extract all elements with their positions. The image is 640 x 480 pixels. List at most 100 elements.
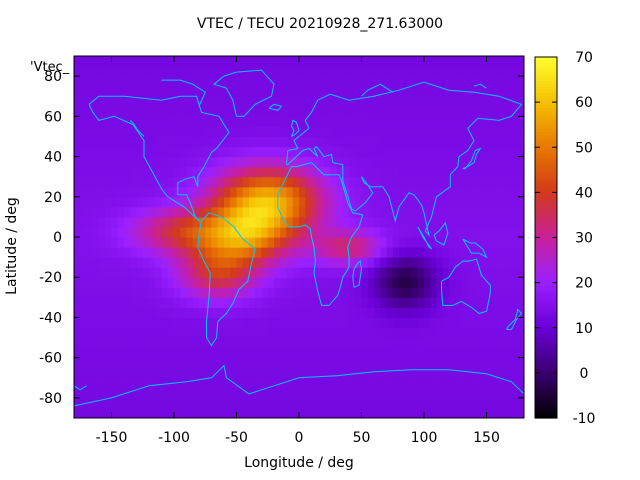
heatmap-cell bbox=[499, 357, 506, 369]
heatmap-cell bbox=[205, 367, 213, 379]
heatmap-cell bbox=[367, 237, 375, 248]
heatmap-cell bbox=[311, 156, 319, 168]
heatmap-cell bbox=[349, 327, 356, 339]
heatmap-cell bbox=[261, 277, 269, 288]
heatmap-cell bbox=[505, 196, 513, 208]
heatmap-cell bbox=[380, 216, 388, 228]
heatmap-cell bbox=[330, 327, 338, 339]
colorbar-segment bbox=[535, 252, 557, 257]
heatmap-cell bbox=[386, 237, 394, 248]
heatmap-cell bbox=[317, 247, 325, 258]
heatmap-cell bbox=[149, 146, 156, 158]
heatmap-cell bbox=[492, 146, 500, 158]
heatmap-cell bbox=[305, 377, 313, 389]
heatmap-cell bbox=[349, 347, 356, 359]
heatmap-cell bbox=[174, 397, 181, 409]
heatmap-cell bbox=[149, 397, 156, 409]
heatmap-cell bbox=[249, 106, 256, 117]
heatmap-cell bbox=[467, 96, 475, 107]
heatmap-cell bbox=[174, 347, 181, 359]
heatmap-cell bbox=[211, 116, 219, 127]
heatmap-cell bbox=[336, 337, 344, 349]
heatmap-cell bbox=[299, 407, 306, 418]
heatmap-cell bbox=[417, 377, 425, 389]
heatmap-cell bbox=[399, 247, 406, 258]
heatmap-cell bbox=[186, 367, 194, 379]
heatmap-cell bbox=[149, 76, 156, 87]
heatmap-cell bbox=[267, 407, 275, 418]
heatmap-cell bbox=[417, 56, 425, 67]
heatmap-cell bbox=[324, 56, 331, 67]
heatmap-cell bbox=[424, 357, 431, 369]
heatmap-cell bbox=[505, 257, 513, 268]
heatmap-cell bbox=[117, 166, 125, 178]
heatmap-cell bbox=[242, 257, 250, 268]
heatmap-cell bbox=[111, 357, 119, 369]
heatmap-cell bbox=[499, 337, 506, 349]
heatmap-cell bbox=[367, 116, 375, 127]
heatmap-cell bbox=[217, 387, 225, 399]
heatmap-cell bbox=[330, 397, 338, 409]
heatmap-cell bbox=[255, 287, 263, 298]
heatmap-cell bbox=[349, 377, 356, 389]
heatmap-cell bbox=[74, 106, 81, 117]
heatmap-cell bbox=[405, 186, 413, 198]
heatmap-cell bbox=[474, 146, 481, 158]
heatmap-cell bbox=[392, 287, 400, 298]
heatmap-cell bbox=[467, 277, 475, 288]
heatmap-cell bbox=[286, 377, 294, 389]
heatmap-cell bbox=[155, 347, 163, 359]
heatmap-cell bbox=[424, 377, 431, 389]
heatmap-cell bbox=[136, 377, 144, 389]
heatmap-cell bbox=[224, 327, 231, 339]
heatmap-cell bbox=[292, 407, 300, 418]
colorbar-segment bbox=[535, 318, 557, 323]
heatmap-cell bbox=[380, 237, 388, 248]
heatmap-cell bbox=[349, 56, 356, 67]
heatmap-cell bbox=[80, 56, 88, 67]
heatmap-cell bbox=[480, 96, 488, 107]
heatmap-cell bbox=[311, 377, 319, 389]
heatmap-cell bbox=[199, 216, 206, 228]
heatmap-cell bbox=[480, 407, 488, 418]
heatmap-cell bbox=[236, 387, 244, 399]
heatmap-cell bbox=[255, 176, 263, 188]
heatmap-cell bbox=[492, 387, 500, 399]
heatmap-cell bbox=[174, 237, 181, 248]
heatmap-cell bbox=[186, 66, 194, 77]
heatmap-cell bbox=[167, 317, 175, 329]
heatmap-cell bbox=[355, 357, 363, 369]
heatmap-cell bbox=[149, 126, 156, 138]
heatmap-cell bbox=[349, 357, 356, 369]
heatmap-cell bbox=[411, 176, 419, 188]
colorbar-segment bbox=[535, 330, 557, 335]
heatmap-cell bbox=[486, 337, 494, 349]
heatmap-cell bbox=[517, 257, 524, 268]
heatmap-cell bbox=[136, 317, 144, 329]
heatmap-cell bbox=[517, 347, 524, 359]
heatmap-cell bbox=[505, 86, 513, 97]
heatmap-cell bbox=[436, 267, 444, 278]
heatmap-cell bbox=[430, 146, 438, 158]
heatmap-cell bbox=[417, 66, 425, 77]
heatmap-cell bbox=[480, 357, 488, 369]
heatmap-cell bbox=[474, 96, 481, 107]
heatmap-cell bbox=[305, 397, 313, 409]
heatmap-cell bbox=[517, 237, 524, 248]
heatmap-cell bbox=[199, 257, 206, 268]
colorbar-segment bbox=[535, 372, 557, 377]
heatmap-cell bbox=[442, 317, 450, 329]
heatmap-cell bbox=[230, 156, 238, 168]
heatmap-cell bbox=[292, 347, 300, 359]
heatmap-cell bbox=[355, 196, 363, 208]
heatmap-cell bbox=[317, 377, 325, 389]
heatmap-cell bbox=[367, 196, 375, 208]
heatmap-cell bbox=[386, 257, 394, 268]
heatmap-cell bbox=[386, 377, 394, 389]
heatmap-cell bbox=[317, 397, 325, 409]
heatmap-cell bbox=[267, 237, 275, 248]
heatmap-cell bbox=[342, 307, 350, 319]
heatmap-cell bbox=[455, 347, 463, 359]
heatmap-cell bbox=[467, 226, 475, 238]
heatmap-cell bbox=[424, 287, 431, 298]
